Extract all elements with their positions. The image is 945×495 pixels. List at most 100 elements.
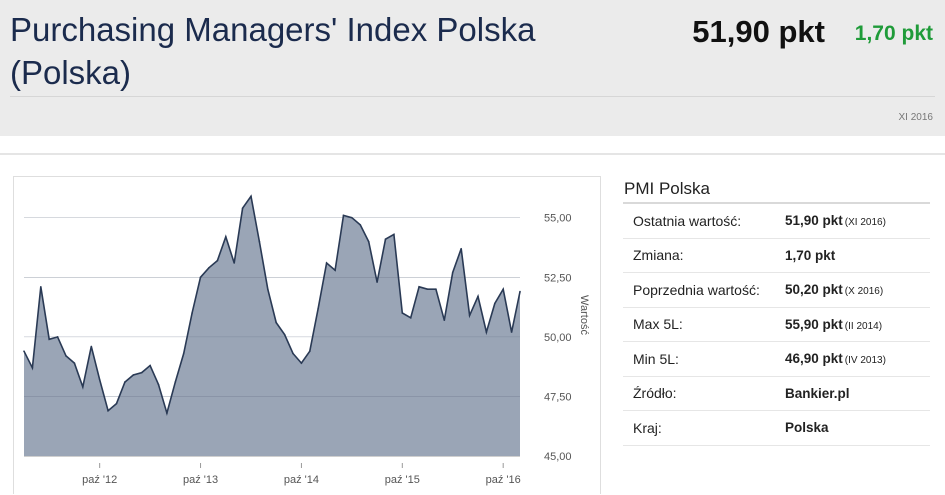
data-point — [393, 233, 395, 236]
data-point — [258, 240, 261, 243]
info-value-text: 1,70 pkt — [785, 247, 836, 263]
x-tick-label: paź '15 — [385, 474, 420, 486]
data-point — [132, 374, 135, 376]
header: Purchasing Managers' Index Polska (Polsk… — [0, 0, 945, 136]
info-row: Źródło: Bankier.pl — [623, 376, 930, 411]
info-label: Poprzednia wartość: — [623, 272, 785, 308]
info-value-text: 50,20 pkt — [785, 282, 843, 298]
data-point — [199, 276, 202, 279]
info-value-date: (X 2016) — [844, 286, 884, 298]
data-point — [292, 352, 294, 355]
data-point — [90, 345, 93, 348]
data-point — [451, 271, 454, 274]
data-point — [82, 386, 84, 388]
data-line — [23, 194, 521, 417]
y-tick-label: 50,00 — [544, 332, 572, 344]
data-point — [443, 319, 446, 321]
data-point — [250, 195, 252, 198]
data-point — [31, 367, 34, 369]
info-row: Zmiana: 1,70 pkt — [623, 238, 930, 273]
info-table: Ostatnia wartość: 51,90 pkt (XI 2016) Zmian… — [623, 204, 930, 446]
data-point — [510, 331, 513, 333]
data-point — [191, 312, 193, 314]
data-point — [300, 362, 303, 364]
data-point — [115, 402, 118, 405]
info-value: Polska — [785, 410, 930, 446]
data-point — [342, 214, 345, 217]
data-point — [477, 295, 479, 298]
data-point — [233, 262, 235, 264]
info-value: Bankier.pl — [785, 376, 930, 411]
info-label: Źródło: — [623, 376, 785, 411]
info-row: Max 5L: 55,90 pkt (II 2014) — [623, 307, 930, 342]
data-point — [317, 307, 320, 310]
data-point — [334, 269, 336, 271]
data-point — [241, 207, 244, 209]
info-value-date: (II 2014) — [844, 320, 883, 332]
change-value: 1,70 pkt — [854, 22, 933, 45]
data-point — [23, 350, 25, 352]
data-point — [468, 314, 471, 317]
info-panel: PMI Polska Ostatnia wartość: 51,90 pkt (XI… — [623, 176, 930, 446]
data-point — [309, 350, 311, 352]
info-value-text: Polska — [785, 420, 829, 436]
data-point — [426, 288, 429, 290]
data-point — [216, 259, 219, 262]
data-point — [166, 412, 168, 414]
data-point — [401, 312, 404, 314]
data-point — [325, 262, 328, 264]
info-value: 51,90 pkt (XI 2016) — [785, 204, 930, 239]
data-point — [435, 288, 437, 290]
data-point — [225, 236, 227, 238]
y-tick-label: 45,00 — [544, 451, 572, 463]
data-point — [494, 302, 496, 305]
data-point — [359, 224, 362, 226]
y-tick-label: 47,50 — [544, 391, 572, 403]
data-point — [182, 352, 185, 355]
info-value: 1,70 pkt — [785, 238, 930, 273]
info-row: Ostatnia wartość: 51,90 pkt (XI 2016) — [623, 204, 930, 239]
info-row: Kraj: Polska — [623, 410, 930, 446]
info-label: Min 5L: — [623, 341, 785, 377]
x-tick-label: paź '12 — [82, 474, 117, 486]
data-point — [409, 317, 412, 319]
data-point — [460, 247, 463, 250]
data-point — [140, 371, 143, 374]
info-label: Max 5L: — [623, 307, 785, 342]
data-point — [107, 409, 109, 412]
info-value: 55,90 pkt (II 2014) — [785, 307, 930, 342]
value-date: XI 2016 — [898, 112, 933, 123]
data-point — [283, 333, 286, 336]
data-point — [384, 238, 387, 240]
data-point — [485, 331, 488, 333]
data-point — [157, 383, 160, 386]
data-point — [275, 321, 278, 324]
data-point — [56, 336, 59, 338]
data-point — [208, 267, 210, 269]
info-value-text: Bankier.pl — [785, 385, 850, 401]
info-value-text: 55,90 pkt — [785, 316, 843, 332]
y-tick-label: 52,50 — [544, 272, 572, 284]
info-label: Zmiana: — [623, 238, 785, 273]
data-point — [502, 288, 505, 290]
chart-container: 45,00 47,50 50,00 52,50 55,00 paź '12 paź '13 p… — [13, 176, 601, 494]
page-title: Purchasing Managers' Index Polska (Polsk… — [10, 11, 536, 91]
data-point — [73, 362, 76, 364]
x-tick-label: paź '14 — [284, 474, 319, 486]
data-point — [98, 379, 101, 381]
data-point — [149, 364, 151, 367]
data-point — [174, 381, 177, 383]
info-value: 46,90 pkt (IV 2013) — [785, 341, 930, 377]
info-label: Kraj: — [623, 410, 785, 446]
divider — [10, 96, 935, 97]
info-value-date: (XI 2016) — [844, 217, 886, 229]
data-point — [124, 381, 126, 383]
x-tick-label: paź '13 — [183, 474, 218, 486]
info-row: Min 5L: 46,90 pkt (IV 2013) — [623, 341, 930, 377]
chart: 45,00 47,50 50,00 52,50 55,00 paź '12 paź '13 p… — [23, 194, 590, 486]
info-row: Poprzednia wartość: 50,20 pkt (X 2016) — [623, 272, 930, 308]
y-tick-label: 55,00 — [544, 213, 572, 225]
info-value-date: (IV 2013) — [844, 355, 886, 367]
data-point — [351, 216, 353, 219]
data-point — [519, 290, 521, 293]
